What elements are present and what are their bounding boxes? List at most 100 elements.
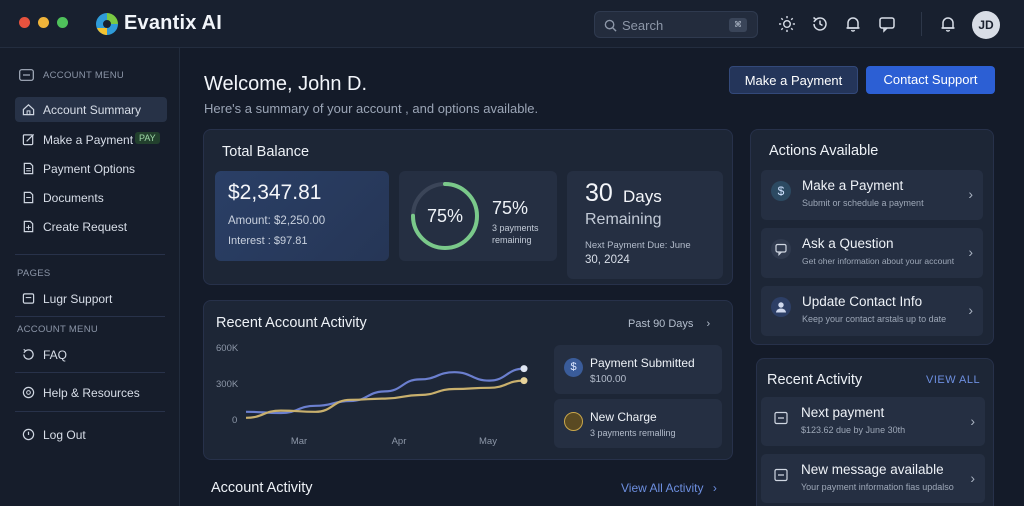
- action-sub: Get oher information about your account: [802, 256, 955, 266]
- y-tick-label: 0: [232, 415, 237, 426]
- sidebar-item-help[interactable]: Help & Resources: [15, 380, 167, 405]
- view-all-activity-label: View All Activity: [621, 481, 704, 495]
- logo-icon: [96, 13, 118, 35]
- view-all-activity-link[interactable]: View All Activity ›: [621, 481, 717, 495]
- action-ask-question[interactable]: Ask a Question Get oher information abou…: [761, 228, 983, 278]
- brand-name: Evantix AI: [124, 12, 222, 34]
- sidebar-item-label: Make a Payment: [43, 133, 134, 147]
- dollar-icon: $: [771, 181, 791, 201]
- ring-label: 75%: [427, 206, 463, 226]
- card-title: Recent Account Activity: [216, 315, 367, 331]
- account-activity-title: Account Activity: [211, 480, 313, 496]
- days-tile: 30 Days Remaining Next Payment Due: June…: [567, 171, 723, 279]
- activity-title: New message available: [801, 462, 944, 477]
- x-tick-label: Apr: [392, 436, 407, 447]
- sidebar-item-make-payment[interactable]: Make a Payment PAY: [15, 127, 167, 152]
- chat-icon[interactable]: [878, 15, 896, 33]
- menu-icon: [19, 69, 34, 81]
- sidebar-item-account-summary[interactable]: Account Summary: [15, 97, 167, 122]
- contact-support-button[interactable]: Contact Support: [866, 66, 995, 94]
- range-selector[interactable]: Past 90 Days ›: [628, 318, 710, 330]
- help-icon: [22, 386, 35, 399]
- view-all-link[interactable]: VIEW ALL: [926, 374, 981, 386]
- next-due-line-2: 30, 2024: [585, 254, 630, 266]
- make-payment-button[interactable]: Make a Payment: [729, 66, 858, 94]
- days-value: 30: [585, 179, 613, 207]
- action-title: Make a Payment: [802, 178, 904, 193]
- action-make-payment[interactable]: $ Make a Payment Submit or schedule a pa…: [761, 170, 983, 220]
- card-title: Total Balance: [222, 144, 310, 160]
- power-icon: [22, 428, 35, 441]
- event-new-charge[interactable]: New Charge 3 payments remalling: [554, 399, 722, 448]
- page-subtitle: Here's a summary of your account , and o…: [204, 101, 539, 116]
- search-icon: [604, 19, 617, 32]
- sidebar-item-logout[interactable]: Log Out: [15, 422, 167, 447]
- action-sub: Keep your contact arstals up to date: [802, 314, 947, 324]
- chevron-right-icon: ›: [712, 481, 717, 495]
- activity-new-message[interactable]: New message available Your payment infor…: [761, 454, 985, 503]
- dollar-icon: $: [564, 358, 583, 377]
- sidebar-divider: [15, 316, 165, 317]
- range-label: Past 90 Days: [628, 318, 694, 330]
- message-icon: [774, 468, 788, 482]
- sidebar-item-label: Account Summary: [43, 103, 142, 117]
- sidebar: ACCOUNT MENU Account Summary Make a Paym…: [0, 48, 180, 506]
- action-update-contact[interactable]: Update Contact Info Keep your contact ar…: [761, 286, 983, 336]
- calendar-icon: [774, 411, 788, 425]
- home-icon: [22, 104, 35, 116]
- window-maximize-dot[interactable]: [57, 17, 68, 28]
- balance-amount: $2,347.81: [228, 181, 322, 204]
- y-tick-label: 300K: [216, 379, 239, 390]
- notification-icon[interactable]: [939, 15, 957, 33]
- amount-line: Amount: $2,250.00: [228, 215, 326, 227]
- interest-line: Interest : $97.81: [228, 235, 308, 247]
- search-input[interactable]: Search ⌘: [594, 11, 758, 38]
- event-title: Payment Submitted: [590, 356, 695, 370]
- file-icon: [23, 191, 34, 204]
- sidebar-item-payment-options[interactable]: Payment Options: [15, 156, 167, 181]
- progress-label: 75%: [492, 198, 529, 218]
- search-placeholder: Search: [622, 18, 664, 33]
- x-tick-label: May: [479, 436, 497, 447]
- series-line-0: [245, 367, 525, 415]
- progress-sub-2: remaining: [492, 235, 532, 245]
- sidebar-item-create-request[interactable]: Create Request: [15, 214, 167, 239]
- sidebar-divider: [15, 254, 165, 255]
- avatar[interactable]: JD: [972, 11, 1000, 39]
- sidebar-item-documents[interactable]: Documents: [15, 185, 167, 210]
- activity-chart: 600K 300K 0 Mar Apr May: [216, 343, 528, 447]
- user-icon: [771, 297, 791, 317]
- sidebar-item-label: Payment Options: [43, 162, 136, 176]
- progress-tile: 75% 75% 3 payments remaining: [399, 171, 557, 261]
- activity-next-payment[interactable]: Next payment $123.62 due by June 30th ›: [761, 397, 985, 446]
- sidebar-item-support[interactable]: Lugr Support: [15, 286, 167, 311]
- request-icon: [23, 220, 34, 233]
- chevron-right-icon: ›: [970, 470, 975, 486]
- document-icon: [23, 162, 34, 175]
- y-tick-label: 600K: [216, 343, 239, 354]
- sidebar-item-label: Documents: [43, 191, 104, 205]
- sidebar-item-faq[interactable]: FAQ: [15, 342, 167, 367]
- sidebar-item-label: Help & Resources: [43, 386, 140, 400]
- support-icon: [22, 293, 35, 304]
- sidebar-section-account: ACCOUNT MENU: [43, 70, 125, 81]
- sun-icon[interactable]: [778, 15, 796, 33]
- sidebar-item-label: FAQ: [43, 348, 68, 362]
- series-line-1: [245, 379, 525, 419]
- history-icon[interactable]: [811, 15, 829, 33]
- window-minimize-dot[interactable]: [38, 17, 49, 28]
- event-sub: $100.00: [590, 374, 627, 385]
- x-tick-label: Mar: [291, 436, 307, 447]
- search-shortcut-badge: ⌘: [729, 18, 747, 32]
- action-title: Update Contact Info: [802, 294, 923, 309]
- event-payment-submitted[interactable]: $ Payment Submitted $100.00: [554, 345, 722, 394]
- page-title: Welcome, John D.: [204, 73, 368, 95]
- refresh-icon: [23, 348, 34, 360]
- sidebar-item-label: Log Out: [43, 428, 86, 442]
- bell-icon[interactable]: [844, 15, 862, 33]
- activity-sub: Your payment information fias updalso: [801, 482, 954, 492]
- chat-icon: [771, 239, 791, 259]
- edit-icon: [22, 133, 35, 146]
- window-close-dot[interactable]: [19, 17, 30, 28]
- recent-account-activity-card: Recent Account Activity Past 90 Days › 6…: [203, 300, 733, 460]
